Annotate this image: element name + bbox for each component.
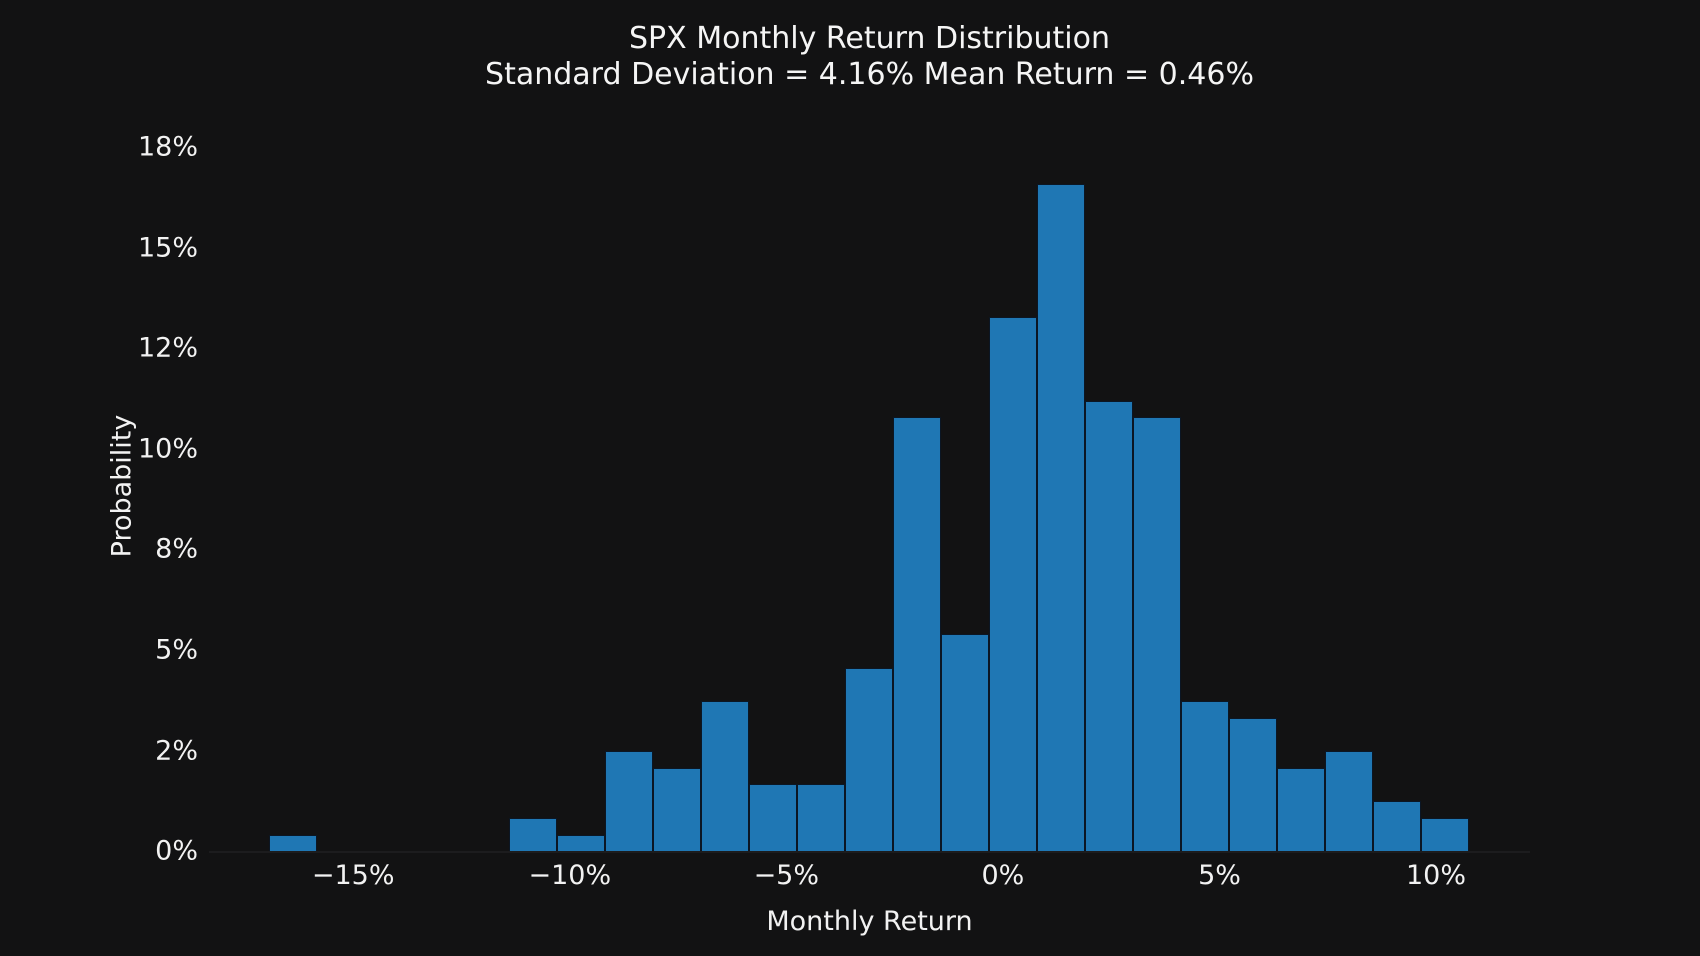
histogram-bar — [1325, 750, 1374, 851]
y-tick-label: 5% — [155, 634, 198, 666]
y-tick-label: 2% — [155, 735, 198, 766]
histogram-bar — [749, 784, 798, 851]
chart-title-line2: Standard Deviation = 4.16% Mean Return =… — [485, 57, 1254, 92]
y-tick-label: 18% — [137, 131, 198, 163]
x-tick-label: 10% — [1405, 860, 1466, 891]
histogram-bar — [509, 817, 558, 851]
histogram-bar — [1277, 767, 1326, 851]
histogram-bar — [701, 701, 750, 851]
y-tick-label: 12% — [137, 332, 198, 364]
histogram-bar — [989, 317, 1038, 851]
histogram-bar — [1421, 817, 1470, 851]
histogram-bar — [269, 834, 318, 851]
x-tick-label: −15% — [311, 860, 395, 891]
histogram-bar — [1373, 801, 1422, 851]
histogram-bar — [1181, 701, 1230, 851]
x-axis-label: Monthly Return — [766, 906, 973, 937]
histogram-bar — [941, 634, 990, 851]
histogram-bar — [1133, 417, 1182, 851]
histogram-bar — [797, 784, 846, 851]
histogram-bar — [1085, 400, 1134, 851]
histogram-bar — [893, 417, 942, 851]
x-tick-label: −5% — [753, 860, 820, 891]
plot-area — [209, 122, 1530, 853]
y-tick-label: 8% — [155, 533, 198, 565]
y-tick-label: 15% — [137, 232, 198, 264]
histogram-bar — [605, 750, 654, 851]
histogram-bar — [1229, 717, 1278, 851]
x-tick-label: 5% — [1198, 860, 1241, 891]
x-tick-label: −10% — [528, 860, 612, 891]
histogram-bar — [1037, 183, 1086, 851]
y-tick-label: 0% — [155, 835, 198, 867]
histogram-bar — [653, 767, 702, 851]
histogram-bar — [845, 667, 894, 851]
chart-title: SPX Monthly Return Distribution Standard… — [209, 21, 1530, 93]
y-tick-label: 10% — [137, 433, 198, 465]
histogram-bar — [557, 834, 606, 851]
x-tick-label: 0% — [981, 860, 1025, 891]
chart-title-line1: SPX Monthly Return Distribution — [629, 21, 1110, 56]
